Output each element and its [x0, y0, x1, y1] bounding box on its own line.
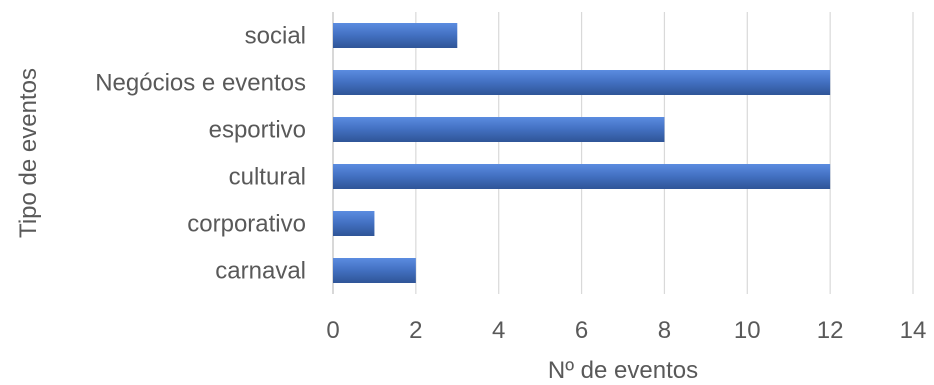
x-tick-label: 12 [817, 317, 844, 344]
y-axis-title: Tipo de eventos [15, 68, 42, 238]
category-label: esportivo [209, 117, 306, 144]
category-label: Negócios e eventos [95, 70, 306, 97]
bar [333, 23, 458, 48]
category-labels: social Negócios e eventos esportivo cultura… [95, 23, 306, 285]
x-tick-label: 8 [658, 317, 671, 344]
x-tick-label: 4 [492, 317, 505, 344]
bar [333, 70, 831, 95]
x-tick-label: 6 [575, 317, 588, 344]
bar [333, 211, 375, 236]
x-tick-labels: 0 2 4 6 8 10 12 14 [326, 317, 926, 344]
bars [333, 23, 831, 283]
bar [333, 164, 831, 189]
category-label: carnaval [215, 258, 306, 285]
category-label: corporativo [187, 211, 306, 238]
x-tick-label: 0 [326, 317, 339, 344]
x-tick-label: 2 [409, 317, 422, 344]
bar [333, 258, 416, 283]
category-label: social [245, 23, 306, 50]
gridlines [332, 12, 914, 294]
x-axis-title: Nº de eventos [548, 357, 698, 384]
x-tick-label: 10 [734, 317, 761, 344]
category-label: cultural [229, 164, 306, 191]
bar [333, 117, 665, 142]
x-tick-label: 14 [900, 317, 927, 344]
